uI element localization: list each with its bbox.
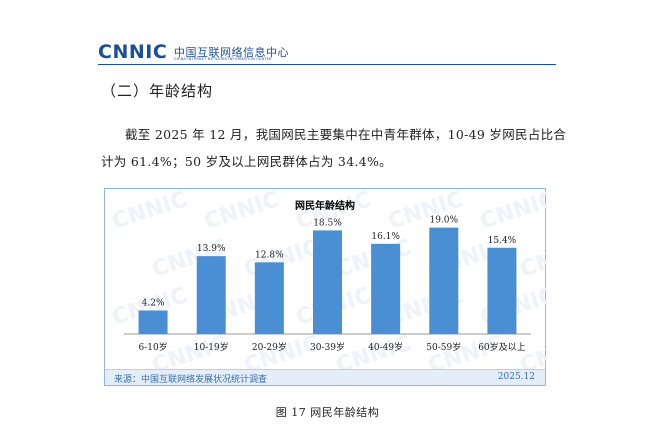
chart-source: 来源：中国互联网络发展状况统计调查: [114, 375, 268, 385]
cnnic-logo: CNNIC: [98, 41, 168, 63]
bar-6-10岁: [138, 310, 168, 334]
bar-value-label: 16.1%: [371, 232, 400, 242]
x-tick-label: 6-10岁: [138, 341, 167, 353]
section-title: （二）年龄结构: [101, 82, 214, 100]
bar-60岁及以上: [487, 247, 517, 334]
figure-caption: 图 17 网民年龄结构: [275, 406, 380, 419]
bar-10-19岁: [196, 256, 226, 334]
watermark-text: CNNIC: [517, 235, 547, 283]
age-structure-chart: CNNIC CNNIC CNNIC CNNIC CNNIC CNNIC CNNIC CNNIC…: [104, 188, 547, 386]
org-name-en: CHINA INTERNET NETWORK INFORMATION CENTE…: [174, 57, 272, 61]
x-tick-label: 50-59岁: [426, 341, 461, 353]
bar-value-label: 4.2%: [142, 298, 165, 308]
paragraph-line-1: 截至 2025 年 12 月，我国网民主要集中在中青年群体，10-49 岁网民占…: [125, 127, 567, 142]
x-tick-label: 10-19岁: [194, 341, 229, 353]
header-divider: [98, 64, 556, 65]
org-name-cn: 中国互联网络信息中心: [174, 46, 289, 59]
chart-title: 网民年龄结构: [295, 201, 355, 212]
bar-value-label: 13.9%: [197, 244, 226, 254]
bar-40-49岁: [371, 243, 401, 334]
chart-footer: 来源：中国互联网络发展状况统计调查 2025.12: [105, 369, 545, 385]
paragraph-line-2: 计为 61.4%；50 岁及以上网民群体占为 34.4%。: [101, 154, 392, 169]
chart-date: 2025.12: [497, 372, 535, 382]
x-tick-label: 30-39岁: [310, 341, 345, 353]
x-tick-label: 40-49岁: [368, 341, 403, 353]
bar-value-label: 12.8%: [255, 250, 284, 260]
x-tick-label: 20-29岁: [252, 341, 287, 353]
bar-50-59岁: [429, 227, 459, 334]
bar-value-label: 19.0%: [429, 216, 458, 226]
bar-20-29岁: [254, 262, 284, 334]
x-tick-label: 60岁及以上: [478, 341, 525, 353]
bar-value-label: 18.5%: [313, 218, 342, 228]
bar-value-label: 15.4%: [488, 236, 517, 246]
report-header: CNNIC 中国互联网络信息中心 CHINA INTERNET NETWORK …: [98, 40, 556, 65]
bar-30-39岁: [313, 230, 342, 334]
